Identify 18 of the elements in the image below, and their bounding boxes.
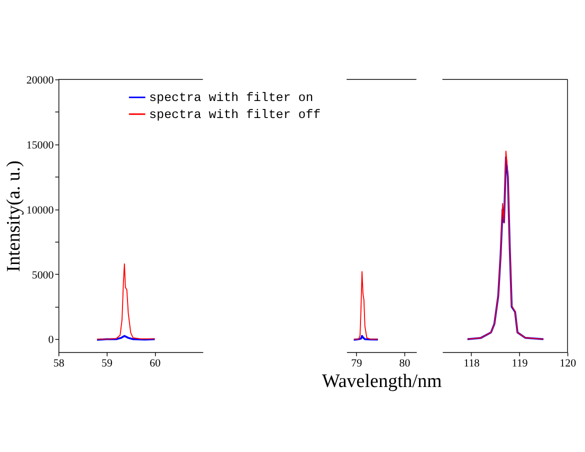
- x-tick-label: 118: [464, 357, 480, 370]
- x-tick-label: 120: [560, 357, 577, 370]
- y-tick-label: 5000: [32, 269, 54, 282]
- legend-label: spectra with filter off: [149, 108, 321, 122]
- x-tick-label: 119: [512, 357, 528, 370]
- y-tick-label: 20000: [26, 74, 54, 86]
- y-tick-label: 0: [48, 334, 54, 346]
- x-tick-label: 58: [53, 357, 65, 370]
- y-tick-label: 10000: [26, 204, 54, 216]
- y-tick-label: 15000: [26, 139, 54, 152]
- legend-label: spectra with filter on: [149, 90, 314, 105]
- y-axis-title: Intensity(a. u.): [4, 160, 25, 272]
- x-axis-title: Wavelength/nm: [322, 370, 442, 392]
- x-tick-label: 60: [150, 357, 162, 370]
- x-tick-label: 80: [399, 357, 411, 370]
- x-tick-label: 59: [102, 357, 113, 370]
- line-series: [96, 263, 156, 340]
- x-tick-label: 79: [351, 357, 363, 370]
